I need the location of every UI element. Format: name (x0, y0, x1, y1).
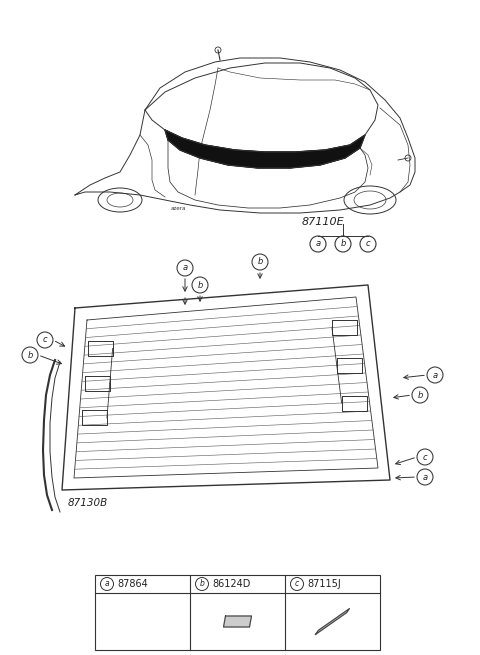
Bar (95, 575, 380, 650)
Text: b: b (197, 280, 203, 290)
Text: a: a (315, 240, 321, 248)
Text: b: b (417, 390, 423, 400)
Polygon shape (315, 608, 349, 635)
Text: b: b (200, 580, 204, 588)
Text: c: c (295, 580, 299, 588)
Text: 87130B: 87130B (68, 498, 108, 508)
Polygon shape (165, 130, 365, 168)
Text: a: a (105, 580, 109, 588)
Text: c: c (43, 335, 48, 345)
Text: b: b (257, 257, 263, 267)
Text: a: a (432, 371, 438, 379)
Text: 87110E: 87110E (302, 217, 345, 227)
Text: 87864: 87864 (117, 579, 148, 589)
Polygon shape (224, 616, 252, 627)
Text: b: b (340, 240, 346, 248)
Text: a: a (422, 472, 428, 481)
Text: c: c (423, 453, 427, 462)
Text: 86124D: 86124D (212, 579, 251, 589)
Text: a: a (182, 263, 188, 272)
Text: azera: azera (170, 206, 186, 210)
Text: c: c (366, 240, 370, 248)
Text: 87115J: 87115J (307, 579, 341, 589)
Text: b: b (27, 350, 33, 360)
